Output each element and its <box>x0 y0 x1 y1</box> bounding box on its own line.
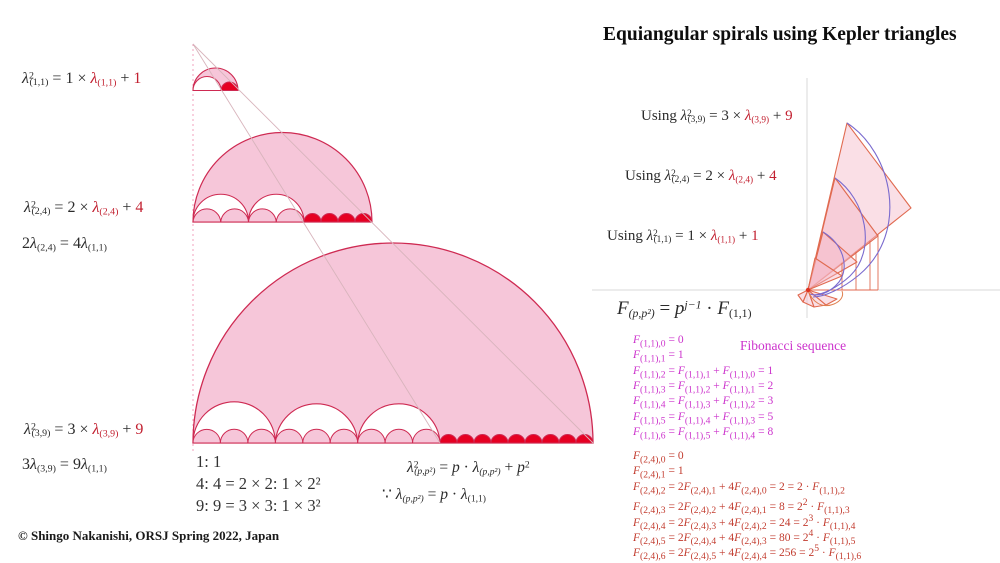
fan-lines <box>192 43 594 444</box>
fib-magenta-line-0: F(1,1),0 = 0 <box>633 334 684 350</box>
formula-lambda-1-1: λ2(1,1) = 1 × λ(1,1) + 1 <box>22 70 142 89</box>
kepler-triangles <box>797 122 912 308</box>
copyright-text: © Shingo Nakanishi, ORSJ Spring 2022, Ja… <box>18 528 280 543</box>
fib-red-line-5: F(2,4),5 = 2F(2,4),4 + 4F(2,4),3 = 80 = … <box>633 528 856 548</box>
using-formula-2-4: Using λ2(2,4) = 2 × λ(2,4) + 4 <box>625 168 777 186</box>
formula-lambda-3-9: λ2(3,9) = 3 × λ(3,9) + 9 <box>24 421 144 440</box>
formula-lambda-2-4-ratio: 2λ(2,4) = 4λ(1,1) <box>22 235 107 254</box>
using-formula-1-1: Using λ2(1,1) = 1 × λ(1,1) + 1 <box>607 228 759 246</box>
semicircle-figure-2-4 <box>192 131 373 223</box>
fib-red-line-0: F(2,4),0 = 0 <box>633 450 684 466</box>
left-diagram <box>192 43 594 451</box>
formula-lambda-2-4: λ2(2,4) = 2 × λ(2,4) + 4 <box>24 199 144 218</box>
formula-lambda-3-9-ratio: 3λ(3,9) = 9λ(1,1) <box>22 456 107 475</box>
fib-red-line-3: F(2,4),3 = 2F(2,4),2 + 4F(2,4),1 = 8 = 2… <box>633 497 850 517</box>
spiral-arcs <box>809 122 891 298</box>
fib-magenta-line-6: F(1,1),6 = F(1,1),5 + F(1,1),4 = 8 <box>633 425 774 442</box>
triangle-altitude-lines <box>808 234 879 291</box>
fib-red-line-4: F(2,4),4 = 2F(2,4),3 + 4F(2,4),2 = 24 = … <box>633 512 856 532</box>
fib-red-line-1: F(2,4),1 = 1 <box>633 465 684 481</box>
fib-magenta-line-1: F(1,1),1 = 1 <box>633 349 684 365</box>
semicircle-figure-1-1 <box>192 67 239 92</box>
fib-magenta-line-4: F(1,1),4 = F(1,1),3 + F(1,1),2 = 3 <box>633 395 774 411</box>
fib-magenta-line-5: F(1,1),5 = F(1,1),4 + F(1,1),3 = 5 <box>633 410 774 426</box>
fib-magenta-line-3: F(1,1),3 = F(1,1),2 + F(1,1),1 = 2 <box>633 379 774 396</box>
right-diagram <box>592 78 1000 318</box>
semicircle-figure-3-9 <box>192 242 594 444</box>
ratio-line-1: 1: 1 <box>196 452 222 471</box>
ratio-line-2: 4: 4 = 2 × 2: 1 × 2² <box>196 474 321 493</box>
spiral-arc-below-axis <box>807 289 844 307</box>
fib-red-line-6: F(2,4),6 = 2F(2,4),5 + 4F(2,4),4 = 256 =… <box>633 543 862 563</box>
fib-magenta-line-2: F(1,1),2 = F(1,1),1 + F(1,1),0 = 1 <box>633 364 774 380</box>
f-general-formula: F(p,p²) = pj−1 · F(1,1) <box>617 298 752 320</box>
page-title: Equiangular spirals using Kepler triangl… <box>603 24 957 45</box>
origin-point <box>805 287 811 293</box>
formula-general-p: λ2(p,p²) = p · λ(p,p²) + p2 <box>407 459 530 478</box>
fibonacci-sequence-label: Fibonacci sequence <box>740 338 847 353</box>
using-formula-3-9: Using λ2(3,9) = 3 × λ(3,9) + 9 <box>641 108 793 126</box>
formula-general-p-because: ∵ λ(p,p²) = p · λ(1,1) <box>382 486 487 505</box>
ratio-line-3: 9: 9 = 3 × 3: 1 × 3² <box>196 496 321 515</box>
fib-red-line-2: F(2,4),2 = 2F(2,4),1 + 4F(2,4),0 = 2 = 2… <box>633 480 845 497</box>
